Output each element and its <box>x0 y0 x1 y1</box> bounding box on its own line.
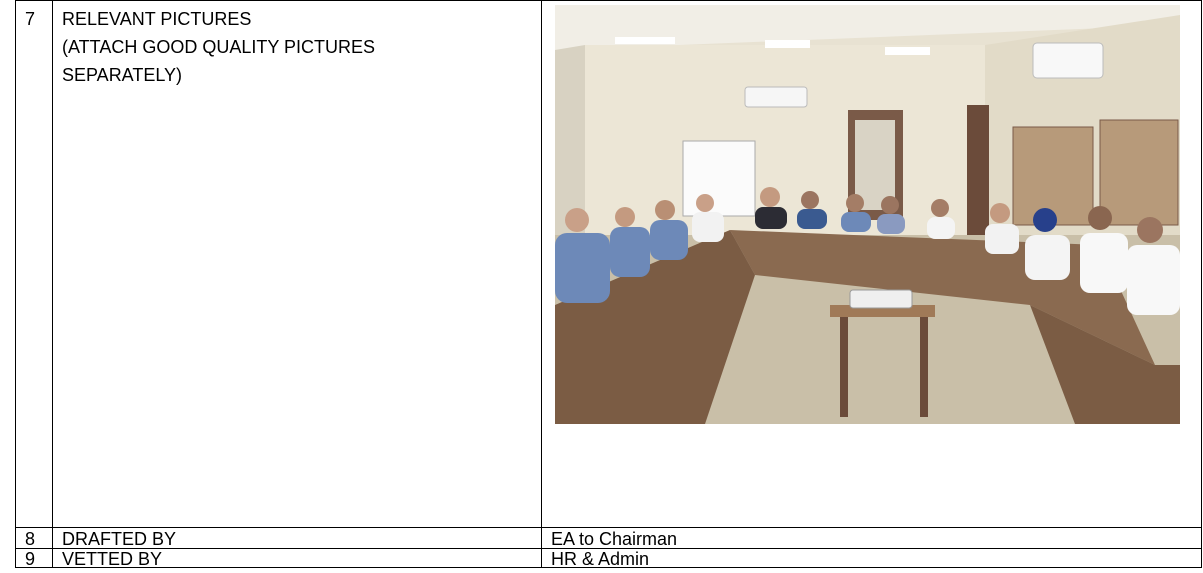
label: VETTED BY <box>62 549 163 569</box>
row-number: 7 <box>25 9 36 29</box>
border <box>15 527 1202 528</box>
border <box>1201 0 1202 568</box>
label: RELEVANT PICTURES <box>62 9 252 29</box>
border <box>52 0 53 568</box>
border <box>541 0 542 568</box>
value: EA to Chairman <box>551 529 678 549</box>
label: SEPARATELY) <box>62 65 183 85</box>
border <box>15 548 1202 549</box>
border <box>15 0 1202 1</box>
row-number: 8 <box>25 529 36 549</box>
label: DRAFTED BY <box>62 529 177 549</box>
label: (ATTACH GOOD QUALITY PICTURES <box>62 37 376 57</box>
value: HR & Admin <box>551 549 650 569</box>
border <box>15 0 16 568</box>
row-number: 9 <box>25 549 36 569</box>
meeting-photo <box>555 5 1180 424</box>
